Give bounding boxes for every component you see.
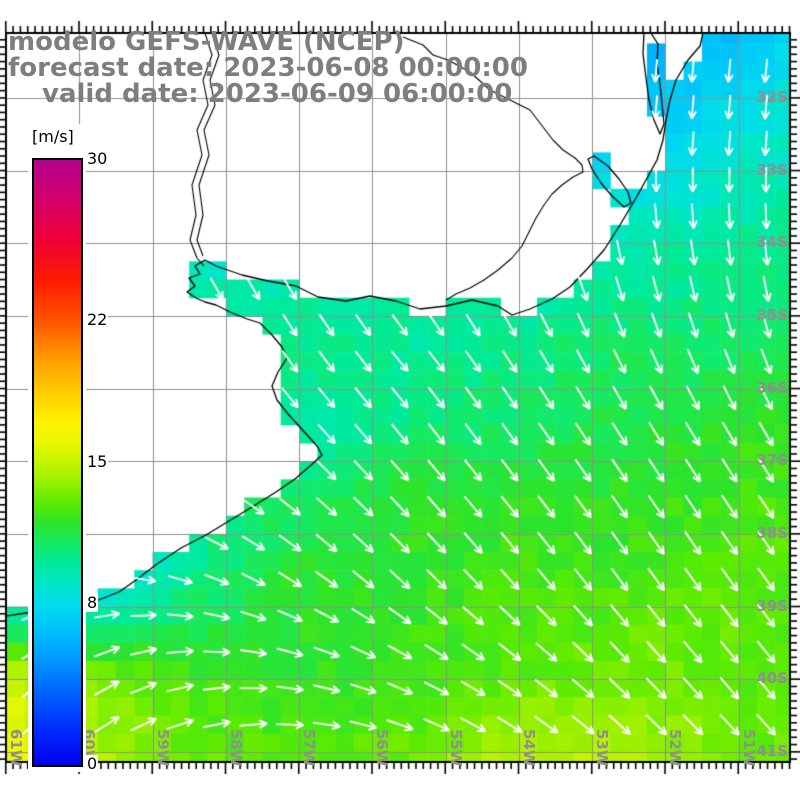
lat-label-35S: 35S [756,305,788,324]
model-title: modelo GEFS-WAVE (NCEP) [8,27,405,57]
colorbar-tick-8: 8 [86,592,99,612]
lat-label-39S: 39S [756,596,788,615]
colorbar-tick-30: 30 [86,149,109,168]
lat-label-33S: 33S [756,160,788,179]
colorbar-gradient [32,158,83,767]
lon-label-59W: 59W [153,729,172,767]
lon-label-54W: 54W [519,729,538,767]
lon-label-52W: 52W [666,729,685,767]
lat-label-32S: 32S [756,87,788,106]
lat-label-41S: 41S [756,741,788,760]
colorbar-tick-15: 15 [86,451,109,471]
colorbar-units-label: [m/s] [30,127,76,146]
forecast-date: forecast date: 2023-06-08 00:00:00 [8,53,528,83]
lon-label-55W: 55W [446,729,465,767]
lon-label-53W: 53W [593,729,612,767]
lon-label-57W: 57W [300,729,319,767]
lat-label-36S: 36S [756,378,788,397]
lat-label-37S: 37S [756,451,788,470]
lon-label-61W: 61W [7,729,26,767]
valid-date: valid date: 2023-06-09 06:00:00 [42,79,513,109]
colorbar-tick-0: 0 [86,754,99,773]
lat-label-34S: 34S [756,233,788,252]
colorbar-tick-22: 22 [86,310,109,330]
lon-label-56W: 56W [373,729,392,767]
lat-label-40S: 40S [756,669,788,688]
lat-label-38S: 38S [756,523,788,542]
lon-label-58W: 58W [226,729,245,767]
